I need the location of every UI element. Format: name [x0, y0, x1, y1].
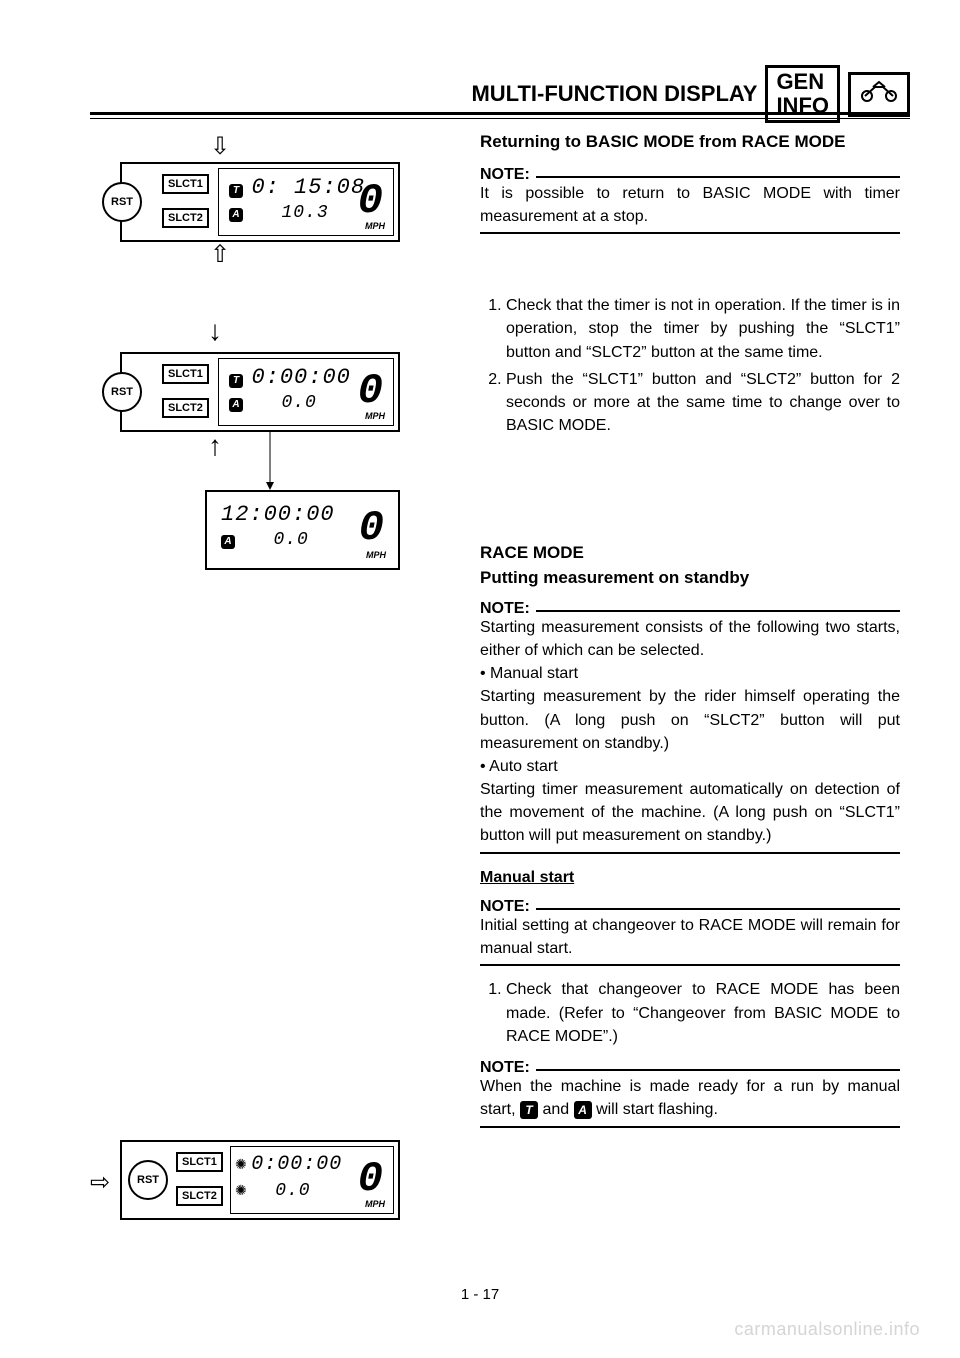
trip-value: 0.0: [273, 530, 308, 550]
note4-mid: and: [542, 1101, 573, 1118]
note-rule: [536, 1069, 900, 1071]
page-title: MULTI-FUNCTION DISPLAY: [471, 81, 757, 107]
heading-returning: Returning to BASIC MODE from RACE MODE: [480, 130, 900, 155]
flash-icon: ✺: [235, 1156, 247, 1172]
arrow-up-outline-icon: ⇧: [210, 240, 230, 269]
speed-unit: MPH: [365, 221, 385, 231]
bullet-auto: • Auto start: [480, 755, 900, 778]
display-panel-1: RST SLCT1 SLCT2 T 0: 15:08 A 10.3 0 MPH: [120, 162, 400, 242]
bullet-auto-body: Starting timer measurement automatically…: [480, 778, 900, 848]
display-panel-3: 12:00:00 A 0.0 0 MPH: [205, 490, 400, 570]
note-body-1: It is possible to return to BASIC MODE w…: [480, 182, 900, 228]
a-indicator-icon: A: [229, 208, 243, 222]
slct2-button: SLCT2: [162, 398, 209, 418]
connector-line-icon: [260, 432, 280, 492]
page-number: 1 - 17: [0, 1286, 960, 1303]
rst-button: RST: [128, 1160, 168, 1200]
note-close-rule: [480, 232, 900, 234]
watermark: carmanualsonline.info: [734, 1319, 920, 1340]
slct2-button: SLCT2: [176, 1186, 223, 1206]
arrow-down-solid-icon: ↓: [208, 315, 222, 347]
arrow-right-outline-icon: ⇨: [90, 1168, 110, 1197]
arrow-down-outline-icon: ⇩: [210, 132, 230, 161]
text-column: Returning to BASIC MODE from RACE MODE N…: [480, 130, 900, 1140]
note-close-rule: [480, 1126, 900, 1128]
a-indicator-icon: A: [221, 535, 235, 549]
lcd-screen-3: 12:00:00 A 0.0 0 MPH: [211, 496, 394, 564]
bullet-manual: • Manual start: [480, 662, 900, 685]
motorcycle-icon: [848, 72, 910, 117]
t-badge-inline-icon: T: [520, 1101, 538, 1119]
timer-value: 0:00:00: [251, 365, 350, 390]
speed-value: 0: [358, 1155, 383, 1203]
note-body-3: Initial setting at changeover to RACE MO…: [480, 914, 900, 960]
trip-value: 10.3: [281, 203, 328, 223]
slct1-button: SLCT1: [162, 364, 209, 384]
note-close-rule: [480, 964, 900, 966]
slct1-button: SLCT1: [162, 174, 209, 194]
speed-value: 0: [358, 367, 383, 415]
note-rule: [536, 908, 900, 910]
header-rule-thick: [90, 112, 910, 115]
slct1-button: SLCT1: [176, 1152, 223, 1172]
badge-line-1: GEN: [776, 70, 829, 94]
timer-value: 0: 15:08: [251, 175, 365, 200]
a-badge-inline-icon: A: [574, 1101, 592, 1119]
note-close-rule: [480, 852, 900, 854]
speed-unit: MPH: [365, 411, 385, 421]
t-indicator-icon: T: [229, 374, 243, 388]
heading-race-mode: RACE MODE: [480, 541, 900, 566]
step-1: Check that the timer is not in operation…: [506, 294, 900, 364]
note-body-4: When the machine is made ready for a run…: [480, 1075, 900, 1121]
speed-value: 0: [358, 177, 383, 225]
speed-unit: MPH: [366, 550, 386, 560]
slct2-button: SLCT2: [162, 208, 209, 228]
bullet-manual-body: Starting measurement by the rider himsel…: [480, 685, 900, 755]
arrow-up-solid-icon: ↑: [208, 430, 222, 462]
t-indicator-icon: T: [229, 184, 243, 198]
speed-unit: MPH: [365, 1199, 385, 1209]
rst-button: RST: [102, 182, 142, 222]
note4-post: will start flashing.: [596, 1101, 718, 1118]
trip-value: 0.0: [281, 393, 316, 413]
speed-value: 0: [359, 504, 384, 552]
rst-button: RST: [102, 372, 142, 412]
lcd-screen-1: T 0: 15:08 A 10.3 0 MPH: [218, 168, 394, 236]
timer-value: 0:00:00: [251, 1153, 342, 1176]
display-panel-2: RST SLCT1 SLCT2 T 0:00:00 A 0.0 0 MPH: [120, 352, 400, 432]
manual-step-1: Check that changeover to RACE MODE has b…: [506, 978, 900, 1048]
note-rule: [536, 176, 900, 178]
note-body-2: Starting measurement consists of the fol…: [480, 616, 900, 662]
heading-manual-start: Manual start: [480, 866, 900, 889]
heading-standby: Putting measurement on standby: [480, 566, 900, 591]
clock-value: 12:00:00: [221, 502, 335, 527]
header-rule-thin: [90, 118, 910, 119]
display-panel-4: RST SLCT1 SLCT2 ✺ 0:00:00 ✺ 0.0 0 MPH: [120, 1140, 400, 1220]
flash-icon: ✺: [235, 1182, 247, 1198]
step-2: Push the “SLCT1” button and “SLCT2” butt…: [506, 368, 900, 438]
lcd-screen-2: T 0:00:00 A 0.0 0 MPH: [218, 358, 394, 426]
lcd-screen-4: ✺ 0:00:00 ✺ 0.0 0 MPH: [230, 1146, 394, 1214]
note-rule: [536, 610, 900, 612]
trip-value: 0.0: [275, 1181, 310, 1201]
a-indicator-icon: A: [229, 398, 243, 412]
